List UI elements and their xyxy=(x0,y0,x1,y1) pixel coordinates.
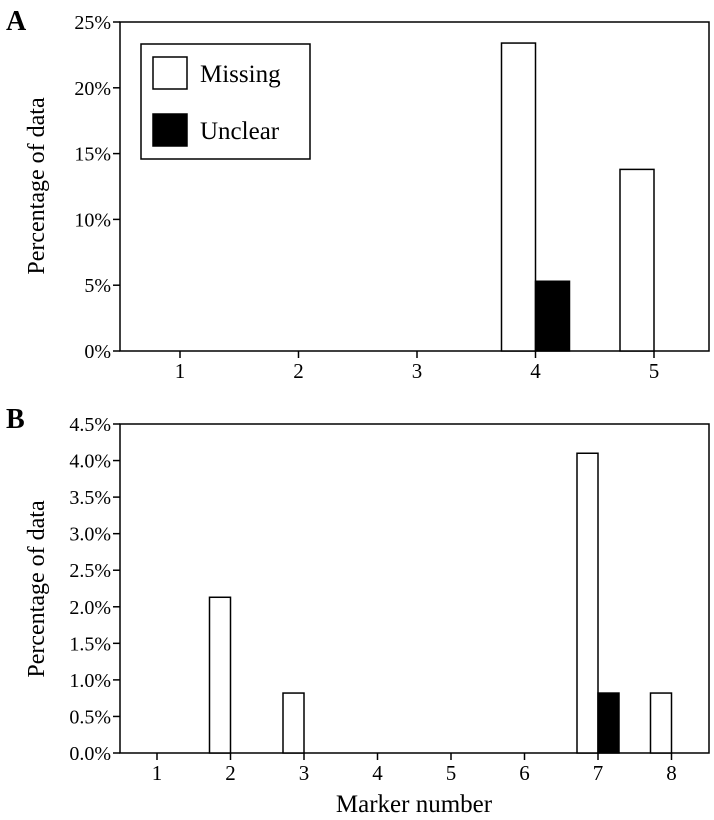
bar-missing-3 xyxy=(282,692,305,754)
y-tick-label: 20% xyxy=(74,78,111,100)
y-tick-label: 1.0% xyxy=(69,670,111,692)
bar-missing-8 xyxy=(649,692,673,754)
x-tick-label: 2 xyxy=(293,359,304,383)
legend-swatch-unclear xyxy=(152,113,188,147)
bar-missing-7 xyxy=(576,452,599,754)
x-tick-label: 6 xyxy=(519,761,530,785)
x-tick-label: 7 xyxy=(593,761,604,785)
x-tick-label: 2 xyxy=(225,761,236,785)
x-ticks-a: 1 2 3 4 5 xyxy=(175,351,660,383)
y-tick-label: 2.0% xyxy=(69,597,111,619)
y-tick-label: 2.5% xyxy=(69,560,111,582)
x-tick-label: 1 xyxy=(175,359,186,383)
y-axis-label-b: Percentage of data xyxy=(24,500,50,678)
y-ticks-b: 0.0% 0.5% 1.0% 1.5% 2.0% 2.5% 3.0% 3.5% 4.0% 4.5% xyxy=(69,414,120,765)
y-tick-label: 4.5% xyxy=(69,414,111,436)
y-tick-label: 0.0% xyxy=(69,743,111,765)
bar-unclear-4 xyxy=(534,280,571,352)
bar-missing-5 xyxy=(619,168,655,352)
y-tick-label: 5% xyxy=(84,275,111,297)
y-tick-label: 15% xyxy=(74,144,111,166)
legend-swatch-missing xyxy=(152,56,188,90)
bar-missing-2 xyxy=(208,596,232,754)
legend: Missing Unclear xyxy=(140,43,311,160)
y-tick-label: 10% xyxy=(74,209,111,231)
legend-label-unclear: Unclear xyxy=(200,118,280,145)
bars-b xyxy=(208,452,673,754)
x-tick-label: 5 xyxy=(446,761,457,785)
plot-frame-a xyxy=(119,21,710,352)
x-tick-label: 4 xyxy=(372,761,383,785)
y-tick-label: 3.0% xyxy=(69,524,111,546)
x-ticks-b: 1 2 3 4 5 6 7 8 xyxy=(152,753,677,785)
x-tick-label: 8 xyxy=(666,761,677,785)
bars-a xyxy=(500,42,655,352)
y-tick-label: 1.5% xyxy=(69,633,111,655)
y-tick-label: 4.0% xyxy=(69,451,111,473)
panel-a: A Percentage of data 0% 5% 10% 15% 20% 25% 1 2… xyxy=(6,6,710,383)
y-tick-label: 0.5% xyxy=(69,706,111,728)
x-tick-label: 1 xyxy=(152,761,163,785)
y-tick-label: 3.5% xyxy=(69,487,111,509)
y-tick-label: 25% xyxy=(74,12,111,34)
y-ticks-a: 0% 5% 10% 15% 20% 25% xyxy=(74,12,120,363)
x-tick-label: 5 xyxy=(649,359,660,383)
x-tick-label: 4 xyxy=(530,359,541,383)
y-tick-label: 0% xyxy=(84,341,111,363)
panel-b: B Percentage of data Marker number 0.0%0… xyxy=(6,404,710,818)
y-axis-label-a: Percentage of data xyxy=(24,97,50,275)
panel-label-a: A xyxy=(6,6,27,37)
panel-label-b: B xyxy=(6,404,25,435)
bar-missing-4 xyxy=(500,42,537,352)
x-tick-label: 3 xyxy=(412,359,423,383)
bar-unclear-7 xyxy=(597,692,620,754)
legend-label-missing: Missing xyxy=(200,61,281,88)
x-axis-label-b: Marker number xyxy=(336,791,493,818)
plot-frame-b xyxy=(119,423,710,754)
x-tick-label: 3 xyxy=(299,761,310,785)
